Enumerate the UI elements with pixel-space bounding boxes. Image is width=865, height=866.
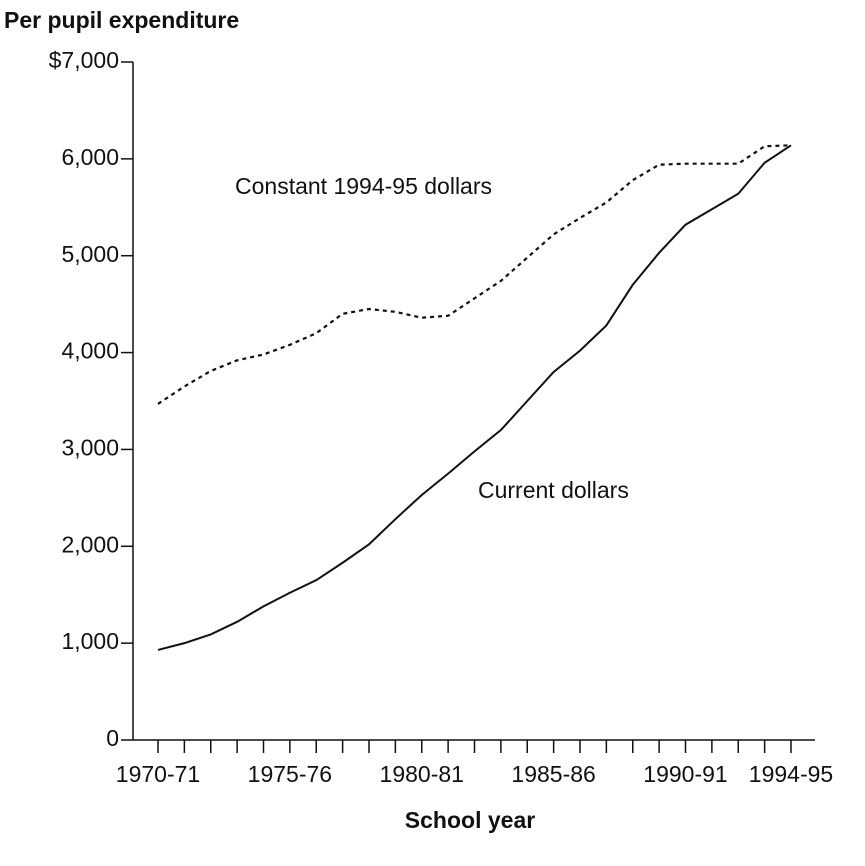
y-tick-label: 0: [106, 725, 119, 751]
y-tick-label: 2,000: [61, 531, 119, 557]
y-tick-label: 1,000: [61, 628, 119, 654]
x-tick-label: 1975-76: [248, 761, 332, 787]
x-tick-label: 1990-91: [643, 761, 727, 787]
y-tick-label: 6,000: [61, 144, 119, 170]
x-tick-label: 1970-71: [116, 761, 200, 787]
y-tick-label: 3,000: [61, 435, 119, 461]
y-tick-label: 5,000: [61, 241, 119, 267]
series-line: [157, 144, 792, 405]
x-tick-label: 1980-81: [380, 761, 464, 787]
x-axis-label: School year: [405, 807, 535, 833]
series-label: Current dollars: [478, 477, 629, 503]
y-tick-label: $7,000: [49, 47, 119, 73]
series-line: [157, 144, 792, 651]
chart-title: Per pupil expenditure: [4, 7, 239, 33]
series-label: Constant 1994-95 dollars: [235, 173, 492, 199]
y-tick-label: 4,000: [61, 338, 119, 364]
x-tick-label: 1985-86: [511, 761, 595, 787]
x-tick-label: 1994-95: [749, 761, 833, 787]
